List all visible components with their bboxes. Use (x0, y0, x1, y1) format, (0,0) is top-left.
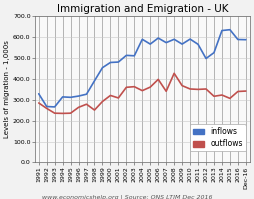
inflows (141, 38, 144, 40)
outflows (220, 94, 224, 96)
inflows (244, 39, 247, 41)
inflows (149, 43, 152, 45)
Title: Immigration and Emigration - UK: Immigration and Emigration - UK (57, 4, 228, 14)
outflows (77, 106, 80, 108)
inflows (181, 43, 184, 45)
inflows (188, 38, 192, 40)
outflows (212, 95, 215, 98)
outflows (133, 86, 136, 88)
outflows (188, 88, 192, 90)
outflows (85, 103, 88, 105)
inflows (101, 66, 104, 69)
outflows (236, 90, 240, 93)
inflows (53, 106, 56, 108)
outflows (141, 89, 144, 92)
outflows (117, 97, 120, 99)
inflows (77, 95, 80, 97)
inflows (197, 43, 200, 46)
inflows (109, 61, 112, 64)
outflows (204, 88, 208, 90)
outflows (165, 90, 168, 93)
inflows (61, 96, 64, 98)
inflows (173, 38, 176, 40)
outflows (157, 78, 160, 81)
outflows (37, 102, 40, 104)
inflows (220, 29, 224, 32)
inflows (204, 57, 208, 60)
inflows (69, 96, 72, 99)
inflows (157, 37, 160, 39)
inflows (117, 61, 120, 63)
outflows (173, 72, 176, 74)
outflows (228, 97, 231, 100)
outflows (69, 112, 72, 114)
Line: inflows: inflows (39, 30, 246, 107)
outflows (244, 90, 247, 92)
outflows (93, 109, 96, 111)
Legend: inflows, outflows: inflows, outflows (190, 124, 246, 151)
outflows (181, 84, 184, 87)
outflows (61, 112, 64, 115)
outflows (125, 86, 128, 89)
outflows (109, 94, 112, 97)
inflows (85, 93, 88, 95)
inflows (125, 54, 128, 57)
inflows (45, 105, 48, 108)
inflows (236, 38, 240, 41)
outflows (53, 112, 56, 114)
outflows (197, 88, 200, 91)
inflows (165, 41, 168, 44)
inflows (37, 93, 40, 95)
Text: www.economicshelp.org | Source: ONS LTIM Dec 2016: www.economicshelp.org | Source: ONS LTIM… (42, 194, 212, 199)
inflows (212, 52, 215, 54)
Y-axis label: Levels of migration - 1,000s: Levels of migration - 1,000s (4, 40, 10, 138)
Line: outflows: outflows (39, 73, 246, 113)
inflows (133, 55, 136, 57)
inflows (228, 28, 231, 31)
inflows (93, 80, 96, 82)
outflows (101, 100, 104, 103)
outflows (149, 86, 152, 88)
outflows (45, 107, 48, 110)
